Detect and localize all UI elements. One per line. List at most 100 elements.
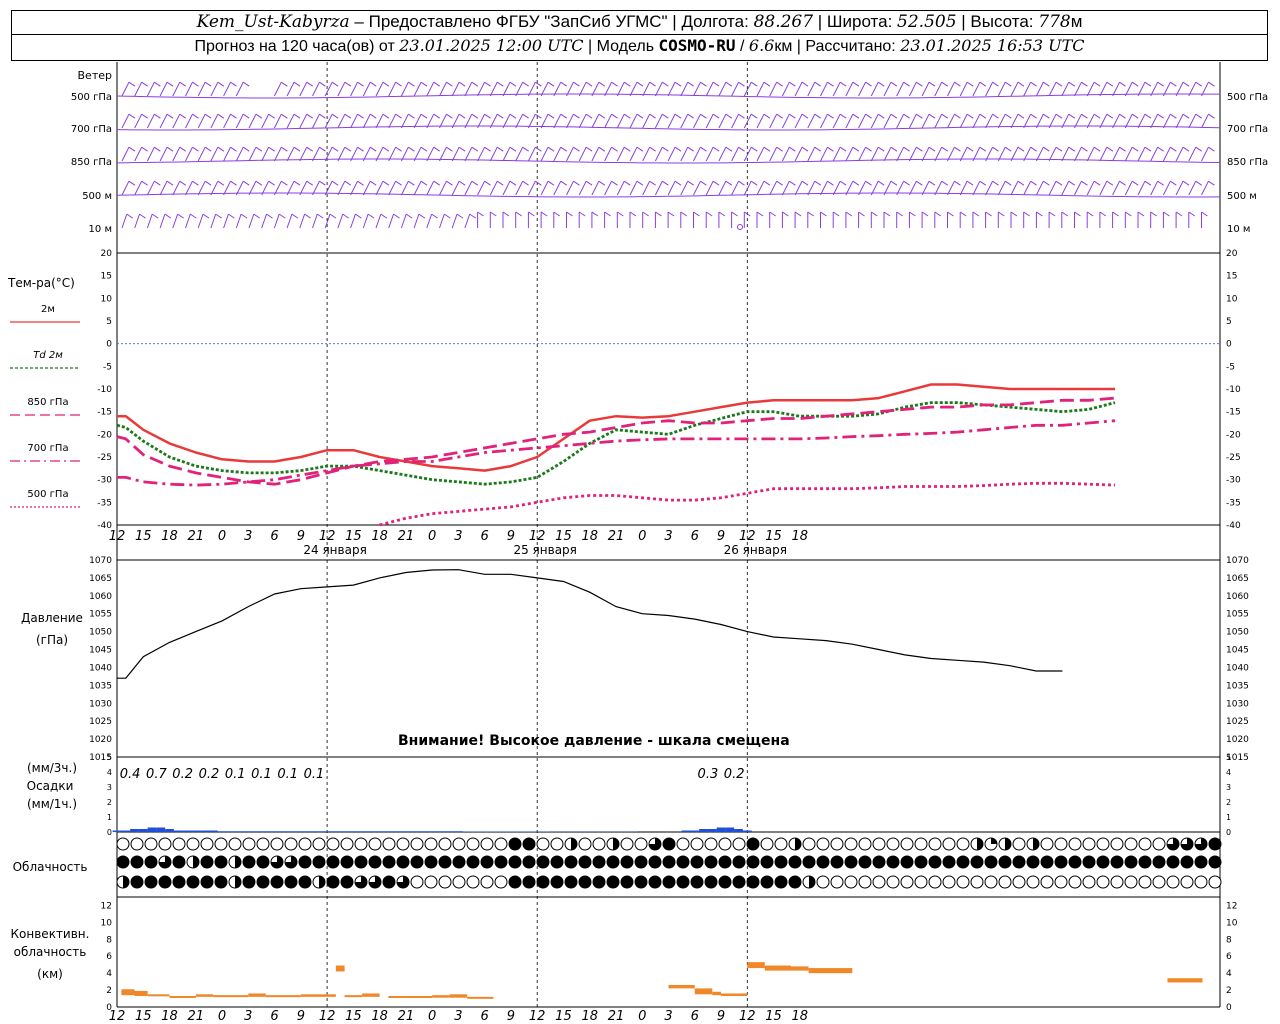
precip-ytick-left: 4 — [107, 768, 112, 777]
wind-barb — [921, 146, 930, 162]
temp-series-3 — [117, 419, 1116, 487]
wind-barb-flag — [585, 180, 593, 186]
conv-bar-19 — [712, 991, 722, 996]
cloud-fill — [795, 838, 801, 850]
wind-barb-flag — [535, 113, 542, 119]
wind-barb-flag — [649, 81, 656, 87]
pressure-ytick-left: 1045 — [89, 646, 112, 656]
temp-ytick-left: 10 — [101, 294, 113, 304]
wind-barb-flag — [357, 146, 364, 152]
model-name: COSMO-RU — [658, 36, 736, 55]
wind-barb — [299, 81, 308, 97]
wind-barb-flag — [712, 180, 720, 186]
wind-barb-flag — [839, 113, 847, 119]
wind-barb — [1086, 180, 1095, 196]
wind-barb — [210, 81, 219, 97]
precip-bar — [366, 831, 376, 832]
precip-3h-label-4: 0.1 — [225, 767, 246, 782]
wind-barb — [1010, 146, 1019, 162]
wind-barb — [959, 180, 968, 196]
wind-barb — [1023, 81, 1032, 97]
precip-bar — [156, 827, 166, 832]
provider: Предоставлено ФГБУ "ЗапСиб УГМС" — [368, 12, 668, 31]
wind-barb — [540, 180, 549, 196]
wind-barb-flag — [954, 113, 961, 119]
wind-barb — [908, 81, 917, 97]
wind-barb-flag — [789, 81, 796, 87]
pressure-ytick-right: 1065 — [1226, 574, 1249, 584]
wind-barb — [718, 180, 727, 196]
cloud-symbol-0 — [494, 837, 508, 851]
wind-barb — [185, 81, 193, 97]
wind-barb-flag — [446, 180, 453, 186]
cloud-symbol-0 — [228, 837, 242, 851]
wind-barb-flag — [179, 180, 187, 186]
precip-bar — [734, 829, 743, 832]
precip-bar — [278, 831, 288, 832]
conv-xtick: 0 — [218, 1009, 226, 1024]
wind-barb — [299, 180, 308, 196]
wind-barb-flag — [522, 180, 529, 186]
wind-barb — [756, 81, 765, 97]
cloud-symbol-1 — [984, 855, 998, 869]
cloud-symbol-0 — [1152, 837, 1166, 851]
wind-barb-flag — [433, 113, 441, 119]
cloud-symbol-2 — [494, 875, 508, 889]
cloud-symbol-1 — [816, 855, 830, 869]
cloud-symbol-1 — [1040, 855, 1054, 869]
wind-barb — [248, 146, 257, 162]
conv-bar-6 — [248, 993, 266, 997]
wind-barb — [997, 113, 1006, 129]
precip-bar — [357, 831, 367, 832]
pressure-ytick-left: 1070 — [89, 556, 112, 566]
wind-barb-flag — [687, 113, 695, 119]
wind-barb — [451, 180, 460, 196]
wind-barb-flag — [573, 81, 580, 87]
wind-barb-flag — [1093, 81, 1101, 87]
wind-barb-flag — [469, 213, 476, 219]
wind-barb — [210, 213, 217, 229]
wind-barb — [1061, 180, 1070, 196]
wind-barb-flag — [177, 213, 184, 219]
cloud-symbol-1 — [648, 855, 662, 869]
cloud-symbol-0 — [620, 837, 634, 851]
wind-barb — [375, 180, 384, 196]
pressure-line — [117, 569, 1063, 679]
wind-barb — [1074, 81, 1082, 97]
header-line-2: Прогноз на 120 часа(ов) от 23.01.2025 12… — [11, 35, 1268, 61]
wind-barb — [426, 213, 433, 229]
wind-barb-flag — [814, 146, 822, 152]
cloud-symbol-2 — [662, 875, 676, 889]
wind-barb-flag — [649, 180, 656, 186]
wind-barb — [858, 113, 866, 129]
wind-barb-flag — [496, 146, 504, 152]
wind-barb — [1175, 113, 1184, 129]
cloud-symbol-2 — [508, 875, 522, 889]
conv-bar-21 — [747, 962, 765, 969]
wind-barb-flag — [369, 146, 377, 152]
wind-barb — [769, 81, 778, 97]
wind-barb — [350, 213, 356, 229]
temp-xtick: 18 — [792, 529, 809, 544]
cloud-symbol-0 — [452, 837, 466, 851]
wind-barb — [172, 213, 179, 229]
wind-barb — [477, 180, 485, 196]
wind-barb — [794, 180, 803, 196]
wind-barb — [756, 146, 765, 162]
precip-bar — [147, 827, 157, 832]
wind-barb-flag — [240, 213, 248, 219]
wind-barb-flag — [179, 113, 187, 119]
precip-bar — [165, 829, 174, 832]
cloud-symbol-1 — [116, 855, 130, 869]
wind-barb-flag — [954, 81, 961, 87]
cloud-fill — [369, 876, 381, 888]
wind-barb — [1150, 146, 1159, 162]
wind-barb-flag — [1106, 81, 1114, 87]
wind-barb-flag — [418, 213, 426, 219]
wind-barb — [705, 81, 714, 97]
wind-barb — [566, 180, 574, 196]
date-label-1: 25 января — [513, 543, 576, 557]
temp-legend-label-4: 500 гПа — [27, 489, 68, 500]
wind-barb — [312, 81, 320, 97]
pressure-ytick-left: 1055 — [89, 610, 112, 620]
